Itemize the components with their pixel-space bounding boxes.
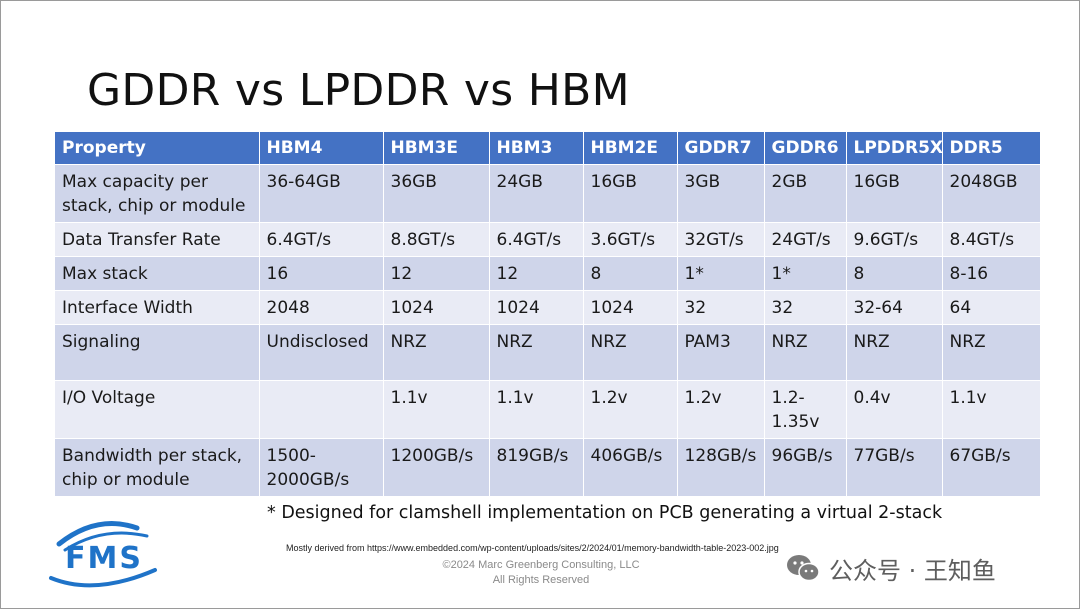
header-cell: HBM2E [583, 132, 678, 165]
table-header-row: Property HBM4 HBM3E HBM3 HBM2E GDDR7 GDD… [55, 132, 1041, 165]
table-cell: 32 [764, 290, 847, 325]
table-cell: 1024 [489, 290, 584, 325]
table-cell: 1.1v [942, 380, 1041, 439]
rights-text: All Rights Reserved [492, 574, 590, 586]
slide-title: GDDR vs LPDDR vs HBM [87, 65, 630, 116]
copyright-block: ©2024 Marc Greenberg Consulting, LLC All… [1, 558, 1080, 588]
table-cell: 32GT/s [677, 222, 765, 257]
table-cell [259, 380, 384, 439]
table-cell: I/O Voltage [55, 380, 260, 439]
table-cell: 1.2-1.35v [764, 380, 847, 439]
table-cell: Interface Width [55, 290, 260, 325]
header-cell: HBM3E [383, 132, 490, 165]
table-cell: 6.4GT/s [489, 222, 584, 257]
fms-logo: FMS [49, 521, 157, 588]
table-row: Max stack 16 12 12 8 1* 1* 8 8-16 [55, 256, 1041, 291]
table-cell: 96GB/s [764, 438, 847, 496]
table-cell: Undisclosed [259, 324, 384, 381]
table-cell: 1024 [583, 290, 678, 325]
comparison-table: Property HBM4 HBM3E HBM3 HBM2E GDDR7 GDD… [55, 132, 1041, 496]
table-row: Data Transfer Rate 6.4GT/s 8.8GT/s 6.4GT… [55, 222, 1041, 257]
watermark: 公众号 · 王知鱼 [785, 553, 996, 585]
table-cell: 16GB [583, 164, 678, 223]
table-cell: 1.1v [383, 380, 490, 439]
header-cell: Property [55, 132, 260, 165]
table-cell: 2GB [764, 164, 847, 223]
table-row: Max capacity per stack, chip or module 3… [55, 164, 1041, 223]
table-cell: 1.2v [583, 380, 678, 439]
table-cell: 1.1v [489, 380, 584, 439]
table-cell: 3.6GT/s [583, 222, 678, 257]
table-cell: Max capacity per stack, chip or module [55, 164, 260, 223]
table-cell: 2048 [259, 290, 384, 325]
table-cell: 77GB/s [846, 438, 943, 496]
table-cell: 6.4GT/s [259, 222, 384, 257]
table-cell: 8.4GT/s [942, 222, 1041, 257]
table-cell: 16GB [846, 164, 943, 223]
table-cell: Bandwidth per stack, chip or module [55, 438, 260, 496]
footnote: * Designed for clamshell implementation … [267, 503, 943, 523]
table-row: Signaling Undisclosed NRZ NRZ NRZ PAM3 N… [55, 324, 1041, 381]
table-row: Interface Width 2048 1024 1024 1024 32 3… [55, 290, 1041, 325]
table-cell: 36GB [383, 164, 490, 223]
table-cell: 24GB [489, 164, 584, 223]
table-cell: 8 [583, 256, 678, 291]
table-cell: 406GB/s [583, 438, 678, 496]
table-cell: NRZ [764, 324, 847, 381]
table-cell: 1.2v [677, 380, 765, 439]
table-cell: 16 [259, 256, 384, 291]
table-cell: NRZ [942, 324, 1041, 381]
header-cell: HBM4 [259, 132, 384, 165]
wechat-icon [787, 555, 820, 582]
header-cell: HBM3 [489, 132, 584, 165]
table-cell: 67GB/s [942, 438, 1041, 496]
table-cell: 8 [846, 256, 943, 291]
table-cell: 3GB [677, 164, 765, 223]
table-cell: Signaling [55, 324, 260, 381]
table-cell: NRZ [846, 324, 943, 381]
table-cell: 1500-2000GB/s [259, 438, 384, 496]
table-cell: 1200GB/s [383, 438, 490, 496]
header-cell: GDDR7 [677, 132, 765, 165]
header-cell: LPDDR5X [846, 132, 943, 165]
table-cell: 12 [383, 256, 490, 291]
table-cell: 64 [942, 290, 1041, 325]
table-cell: 1024 [383, 290, 490, 325]
table-cell: 32-64 [846, 290, 943, 325]
header-cell: GDDR6 [764, 132, 847, 165]
table-cell: 24GT/s [764, 222, 847, 257]
table-cell: Data Transfer Rate [55, 222, 260, 257]
table-cell: 1* [677, 256, 765, 291]
copyright-text: ©2024 Marc Greenberg Consulting, LLC [442, 559, 640, 571]
table-cell: NRZ [383, 324, 490, 381]
table-cell: 819GB/s [489, 438, 584, 496]
table-cell: 36-64GB [259, 164, 384, 223]
table-cell: PAM3 [677, 324, 765, 381]
table-cell: 8-16 [942, 256, 1041, 291]
table-cell: 32 [677, 290, 765, 325]
table-cell: 1* [764, 256, 847, 291]
table-cell: Max stack [55, 256, 260, 291]
table-cell: 8.8GT/s [383, 222, 490, 257]
table-cell: 12 [489, 256, 584, 291]
table-cell: 2048GB [942, 164, 1041, 223]
table-row: I/O Voltage 1.1v 1.1v 1.2v 1.2v 1.2-1.35… [55, 380, 1041, 439]
table-cell: NRZ [489, 324, 584, 381]
table-row: Bandwidth per stack, chip or module 1500… [55, 438, 1041, 496]
header-cell: DDR5 [942, 132, 1041, 165]
source-citation: Mostly derived from https://www.embedded… [286, 543, 779, 553]
table-cell: NRZ [583, 324, 678, 381]
logo-text: FMS [65, 541, 143, 576]
table-cell: 9.6GT/s [846, 222, 943, 257]
watermark-text: 公众号 · 王知鱼 [829, 556, 996, 585]
table-cell: 0.4v [846, 380, 943, 439]
table-cell: 128GB/s [677, 438, 765, 496]
